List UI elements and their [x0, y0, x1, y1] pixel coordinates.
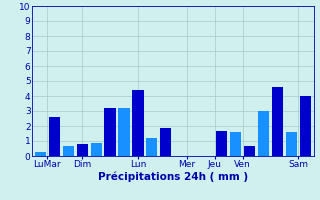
Bar [35, 152, 46, 156]
Bar [160, 128, 172, 156]
Bar [63, 146, 74, 156]
Bar [272, 87, 283, 156]
X-axis label: Précipitations 24h ( mm ): Précipitations 24h ( mm ) [98, 172, 248, 182]
Bar [286, 132, 297, 156]
Bar [91, 142, 102, 156]
Bar [216, 130, 227, 156]
Bar [118, 108, 130, 156]
Bar [49, 117, 60, 156]
Bar [244, 146, 255, 156]
Bar [146, 138, 157, 156]
Bar [132, 90, 144, 156]
Bar [105, 108, 116, 156]
Bar [300, 96, 311, 156]
Bar [230, 132, 241, 156]
Bar [258, 111, 269, 156]
Bar [76, 144, 88, 156]
